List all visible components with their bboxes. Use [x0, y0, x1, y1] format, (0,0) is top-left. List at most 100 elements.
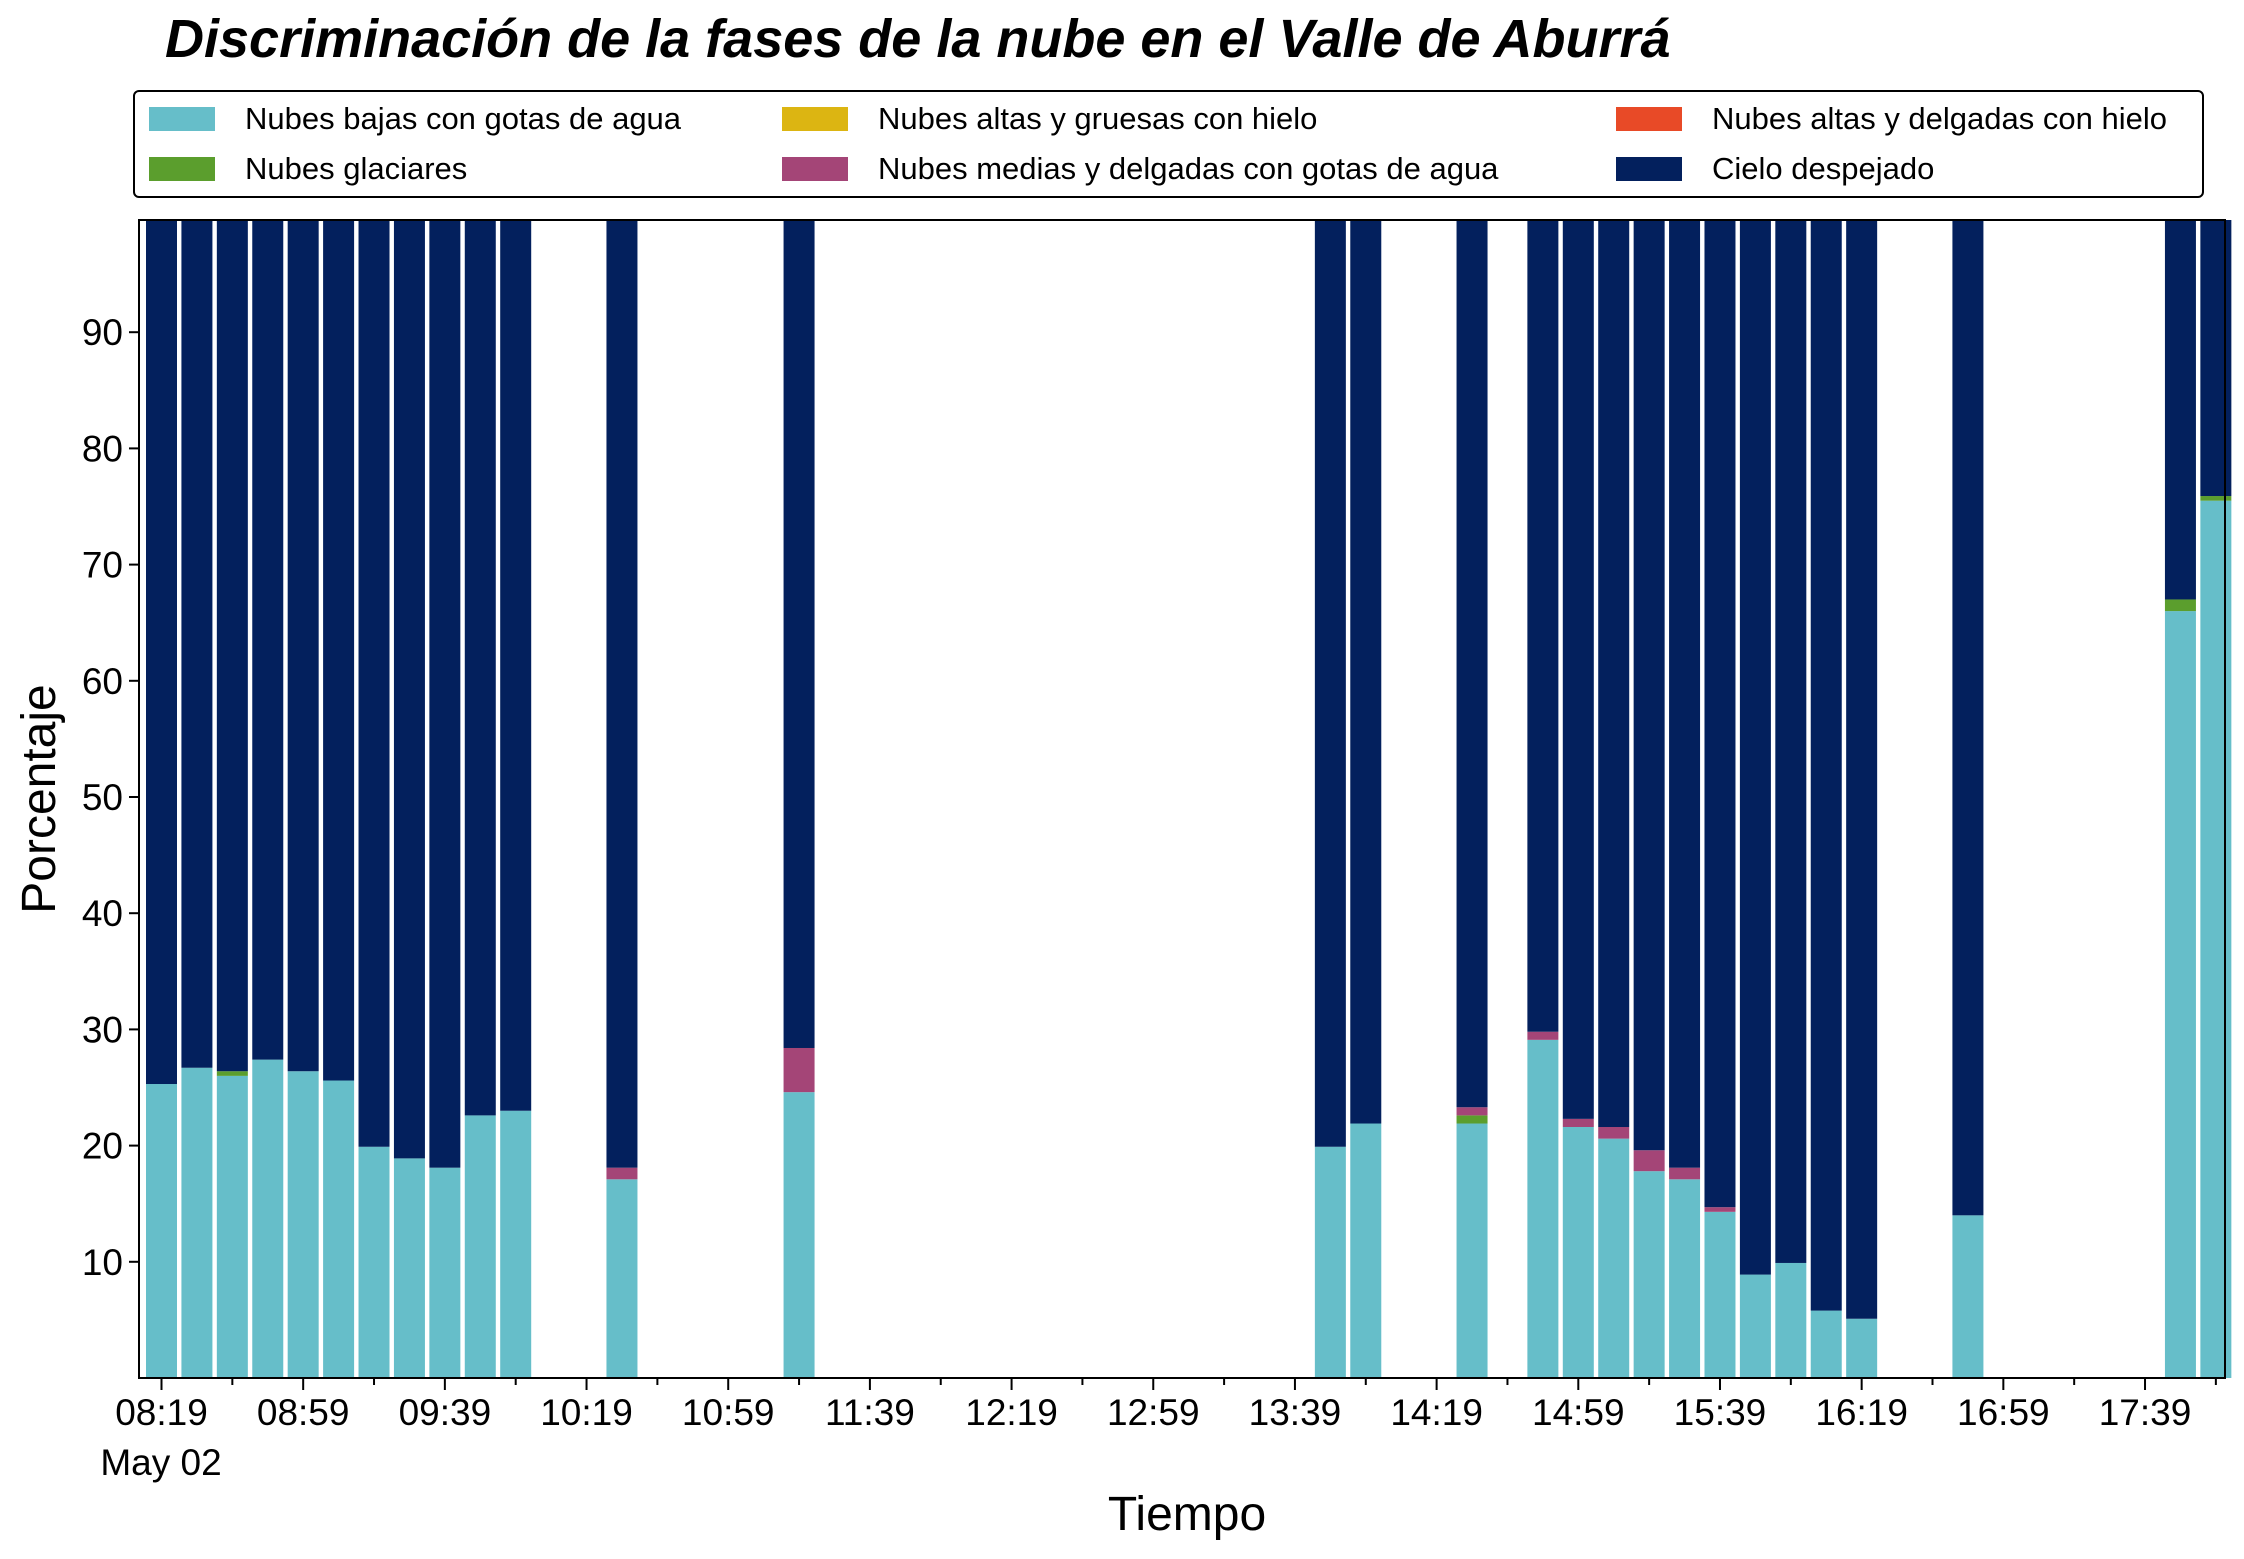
y-tick-label: 90: [82, 312, 123, 353]
bar-segment: [606, 1167, 638, 1180]
x-tick-label: 11:39: [825, 1392, 915, 1433]
x-tick-label: 14:59: [1532, 1392, 1625, 1433]
x-tick-label: 08:19: [115, 1392, 208, 1433]
bar-segment: [252, 220, 284, 1060]
bar-segment: [1456, 220, 1488, 1108]
plot-frame: [138, 219, 2226, 1379]
bar-segment: [146, 220, 177, 1085]
bar-segment: [323, 1080, 355, 1378]
x-tick-label: 16:19: [1815, 1392, 1908, 1433]
bar-segment: [1846, 220, 1878, 1319]
x-tick-label: 12:59: [1107, 1392, 1200, 1433]
bar-segment: [606, 1179, 638, 1378]
bar-segment: [393, 220, 425, 1159]
legend-item-glacier-clouds: Nubes glaciares: [149, 149, 467, 189]
x-tick-label: 12:19: [965, 1392, 1058, 1433]
bar-segment: [500, 1110, 532, 1378]
x-tick-label: 17:39: [2099, 1392, 2192, 1433]
legend-label: Nubes medias y delgadas con gotas de agu…: [878, 151, 1499, 186]
legend-item-mid-thin-water-clouds: Nubes medias y delgadas con gotas de agu…: [782, 149, 1498, 189]
bar-segment: [1952, 220, 1984, 1216]
x-date-label: May 02: [100, 1442, 221, 1483]
legend-swatch: [782, 157, 848, 181]
y-tick-label: 80: [82, 428, 123, 469]
legend: Nubes bajas con gotas de agua Nubes alta…: [133, 90, 2204, 198]
bar-segment: [1350, 1123, 1382, 1378]
legend-item-high-thin-ice-clouds: Nubes altas y delgadas con hielo: [1616, 99, 2167, 139]
bar-segment: [429, 220, 461, 1168]
x-tick-label: 10:59: [682, 1392, 775, 1433]
legend-item-high-thick-ice-clouds: Nubes altas y gruesas con hielo: [782, 99, 1317, 139]
chart-title: Discriminación de la fases de la nube en…: [165, 9, 1671, 69]
bar-segment: [1669, 1179, 1701, 1378]
bar-segment: [1952, 1215, 1984, 1378]
bar-segment: [1598, 220, 1630, 1128]
legend-swatch: [149, 107, 215, 131]
y-tick-label: 40: [82, 893, 123, 934]
bar-segment: [1527, 1039, 1559, 1378]
bar-segment: [1704, 1211, 1736, 1378]
legend-label: Nubes bajas con gotas de agua: [245, 101, 682, 136]
bar-segment: [2164, 599, 2196, 612]
bar-segment: [1598, 1138, 1630, 1378]
legend-swatch: [782, 107, 848, 131]
bar-segment: [216, 1071, 248, 1076]
bar-segment: [1810, 1310, 1842, 1378]
x-tick-label: 14:19: [1390, 1392, 1483, 1433]
legend-label: Nubes altas y delgadas con hielo: [1712, 101, 2167, 136]
bar-segment: [1739, 220, 1771, 1275]
bar-segment: [146, 1084, 177, 1378]
bar-segment: [1456, 1115, 1488, 1124]
legend-item-clear-sky: Cielo despejado: [1616, 149, 1934, 189]
bar-segment: [500, 220, 532, 1111]
bar-segment: [783, 1092, 815, 1378]
bar-segment: [1527, 220, 1559, 1032]
bar-segment: [1739, 1274, 1771, 1378]
legend-label: Nubes altas y gruesas con hielo: [878, 101, 1318, 136]
bar-segment: [1633, 1171, 1665, 1378]
bar-segment: [1633, 220, 1665, 1151]
y-tick-label: 10: [82, 1242, 123, 1283]
bar-segment: [2164, 220, 2196, 600]
bar-segment: [1456, 1107, 1488, 1116]
bar-segment: [181, 220, 213, 1068]
y-tick-label: 70: [82, 545, 123, 586]
legend-swatch: [1616, 157, 1682, 181]
y-tick-label: 30: [82, 1009, 123, 1050]
x-tick-label: 16:59: [1957, 1392, 2050, 1433]
bar-segment: [287, 1071, 319, 1378]
legend-label: Cielo despejado: [1712, 151, 1935, 186]
x-tick-label: 13:39: [1249, 1392, 1342, 1433]
bar-segment: [1704, 1207, 1736, 1212]
bar-segment: [429, 1167, 461, 1378]
bar-segment: [393, 1158, 425, 1378]
bar-segment: [1562, 1127, 1594, 1378]
bar-segment: [464, 220, 496, 1116]
y-tick-label: 20: [82, 1126, 123, 1167]
bar-segment: [1846, 1318, 1878, 1378]
x-tick-label: 09:39: [399, 1392, 492, 1433]
bar-segment: [464, 1115, 496, 1378]
bar-segment: [287, 220, 319, 1072]
bar-segment: [323, 220, 355, 1081]
bar-segment: [1562, 220, 1594, 1119]
bar-segment: [2200, 496, 2232, 501]
bar-segment: [1810, 220, 1842, 1311]
x-axis-title: Tiempo: [1108, 1488, 1266, 1541]
bar-segment: [252, 1059, 284, 1378]
bar-segment: [1775, 1262, 1807, 1378]
bar-segment: [216, 220, 248, 1072]
legend-label: Nubes glaciares: [245, 151, 468, 186]
x-tick-label: 08:59: [257, 1392, 350, 1433]
x-tick-label: 10:19: [540, 1392, 633, 1433]
legend-item-low-water-clouds: Nubes bajas con gotas de agua: [149, 99, 681, 139]
bar-segment: [181, 1067, 213, 1378]
bar-segment: [1314, 1146, 1346, 1378]
bar-segment: [1314, 220, 1346, 1147]
x-tick-label: 15:39: [1674, 1392, 1767, 1433]
bar-segment: [1527, 1031, 1559, 1040]
bar-segment: [1669, 220, 1701, 1168]
bar-segment: [1704, 220, 1736, 1208]
bar-segment: [1350, 220, 1382, 1124]
